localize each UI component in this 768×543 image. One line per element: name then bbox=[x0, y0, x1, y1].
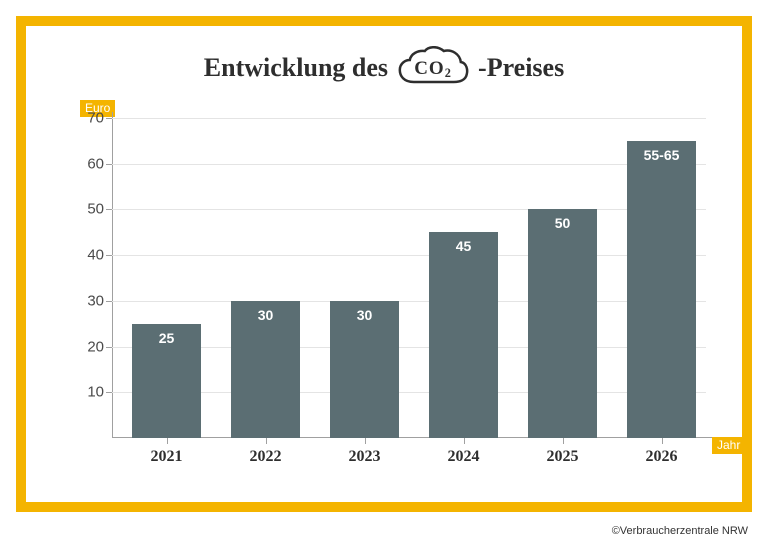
x-tick-label: 2024 bbox=[448, 438, 480, 466]
grid-line bbox=[112, 255, 706, 256]
y-tick-label: 70 bbox=[87, 110, 112, 127]
bar: 30 bbox=[231, 301, 300, 438]
y-axis-line bbox=[112, 112, 113, 438]
bar: 55-65 bbox=[627, 141, 696, 438]
x-tick-label: 2025 bbox=[547, 438, 579, 466]
y-tick-label: 20 bbox=[87, 338, 112, 355]
x-tick-label: 2026 bbox=[646, 438, 678, 466]
bar: 25 bbox=[132, 324, 201, 438]
bar-value-label: 45 bbox=[456, 238, 472, 254]
y-tick-label: 40 bbox=[87, 247, 112, 264]
x-axis-line bbox=[112, 437, 712, 438]
bar: 50 bbox=[528, 209, 597, 438]
chart-frame: Entwicklung des CO2 -Preises Euro 102030… bbox=[16, 16, 752, 512]
x-tick-label: 2022 bbox=[250, 438, 282, 466]
grid-line bbox=[112, 301, 706, 302]
x-tick-label: 2021 bbox=[151, 438, 183, 466]
grid-line bbox=[112, 347, 706, 348]
plot-area: 1020304050607025202130202230202345202450… bbox=[112, 118, 706, 438]
bar-value-label: 55-65 bbox=[644, 147, 680, 163]
y-tick-label: 30 bbox=[87, 292, 112, 309]
bar-value-label: 25 bbox=[159, 330, 175, 346]
x-tick-label: 2023 bbox=[349, 438, 381, 466]
y-tick-label: 10 bbox=[87, 384, 112, 401]
bar-value-label: 30 bbox=[258, 307, 274, 323]
bar-value-label: 30 bbox=[357, 307, 373, 323]
y-tick-label: 60 bbox=[87, 155, 112, 172]
chart-title: Entwicklung des CO2 -Preises bbox=[204, 46, 564, 90]
grid-line bbox=[112, 164, 706, 165]
title-part-1: Entwicklung des bbox=[204, 53, 388, 83]
y-tick-label: 50 bbox=[87, 201, 112, 218]
bar: 45 bbox=[429, 232, 498, 438]
co2-label: CO2 bbox=[414, 58, 452, 80]
x-axis-unit-badge: Jahr bbox=[712, 437, 745, 454]
bar-value-label: 50 bbox=[555, 215, 571, 231]
grid-line bbox=[112, 392, 706, 393]
grid-line bbox=[112, 209, 706, 210]
copyright-credit: ©Verbraucherzentrale NRW bbox=[612, 525, 748, 537]
bar: 30 bbox=[330, 301, 399, 438]
grid-line bbox=[112, 118, 706, 119]
outer-container: Entwicklung des CO2 -Preises Euro 102030… bbox=[0, 0, 768, 543]
title-part-2: -Preises bbox=[478, 53, 564, 83]
co2-cloud-icon: CO2 bbox=[394, 46, 472, 90]
